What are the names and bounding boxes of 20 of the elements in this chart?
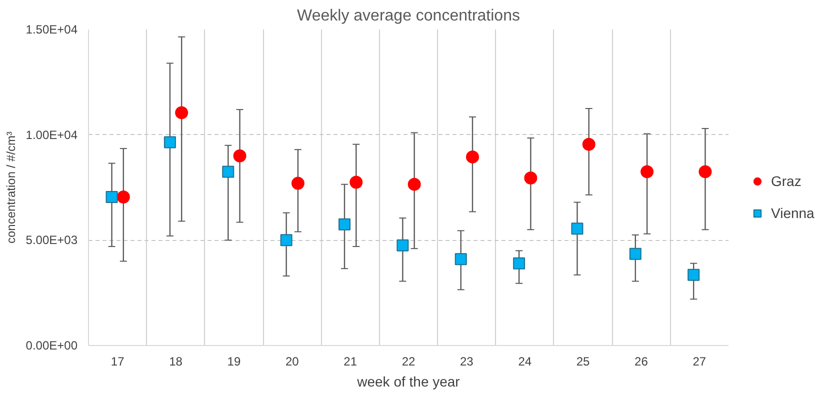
- y-tick-label: 0.00E+00: [26, 338, 78, 352]
- y-tick-label: 5.00E+03: [26, 233, 78, 248]
- y-axis-title: concentration / #/cm³: [4, 131, 18, 244]
- legend-label: Vienna: [771, 204, 814, 220]
- x-axis-title: week of the year: [356, 374, 460, 390]
- x-tick-label: 25: [576, 354, 590, 368]
- x-tick-label: 19: [227, 354, 241, 368]
- x-tick-label: 24: [518, 354, 532, 368]
- x-tick-label: 22: [402, 354, 416, 368]
- y-tick-label: 1.50E+04: [26, 22, 78, 36]
- chart-title: Weekly average concentrations: [297, 8, 520, 24]
- x-tick-label: 21: [344, 354, 358, 368]
- x-tick-label: 18: [169, 354, 183, 368]
- y-tick-label: 1.00E+04: [26, 128, 78, 142]
- x-tick-label: 23: [460, 354, 474, 368]
- x-tick-label: 27: [692, 354, 706, 368]
- x-tick-label: 20: [285, 354, 300, 368]
- x-tick-label: 17: [110, 354, 125, 368]
- legend-label: Graz: [771, 172, 802, 188]
- x-tick-label: 26: [634, 354, 648, 368]
